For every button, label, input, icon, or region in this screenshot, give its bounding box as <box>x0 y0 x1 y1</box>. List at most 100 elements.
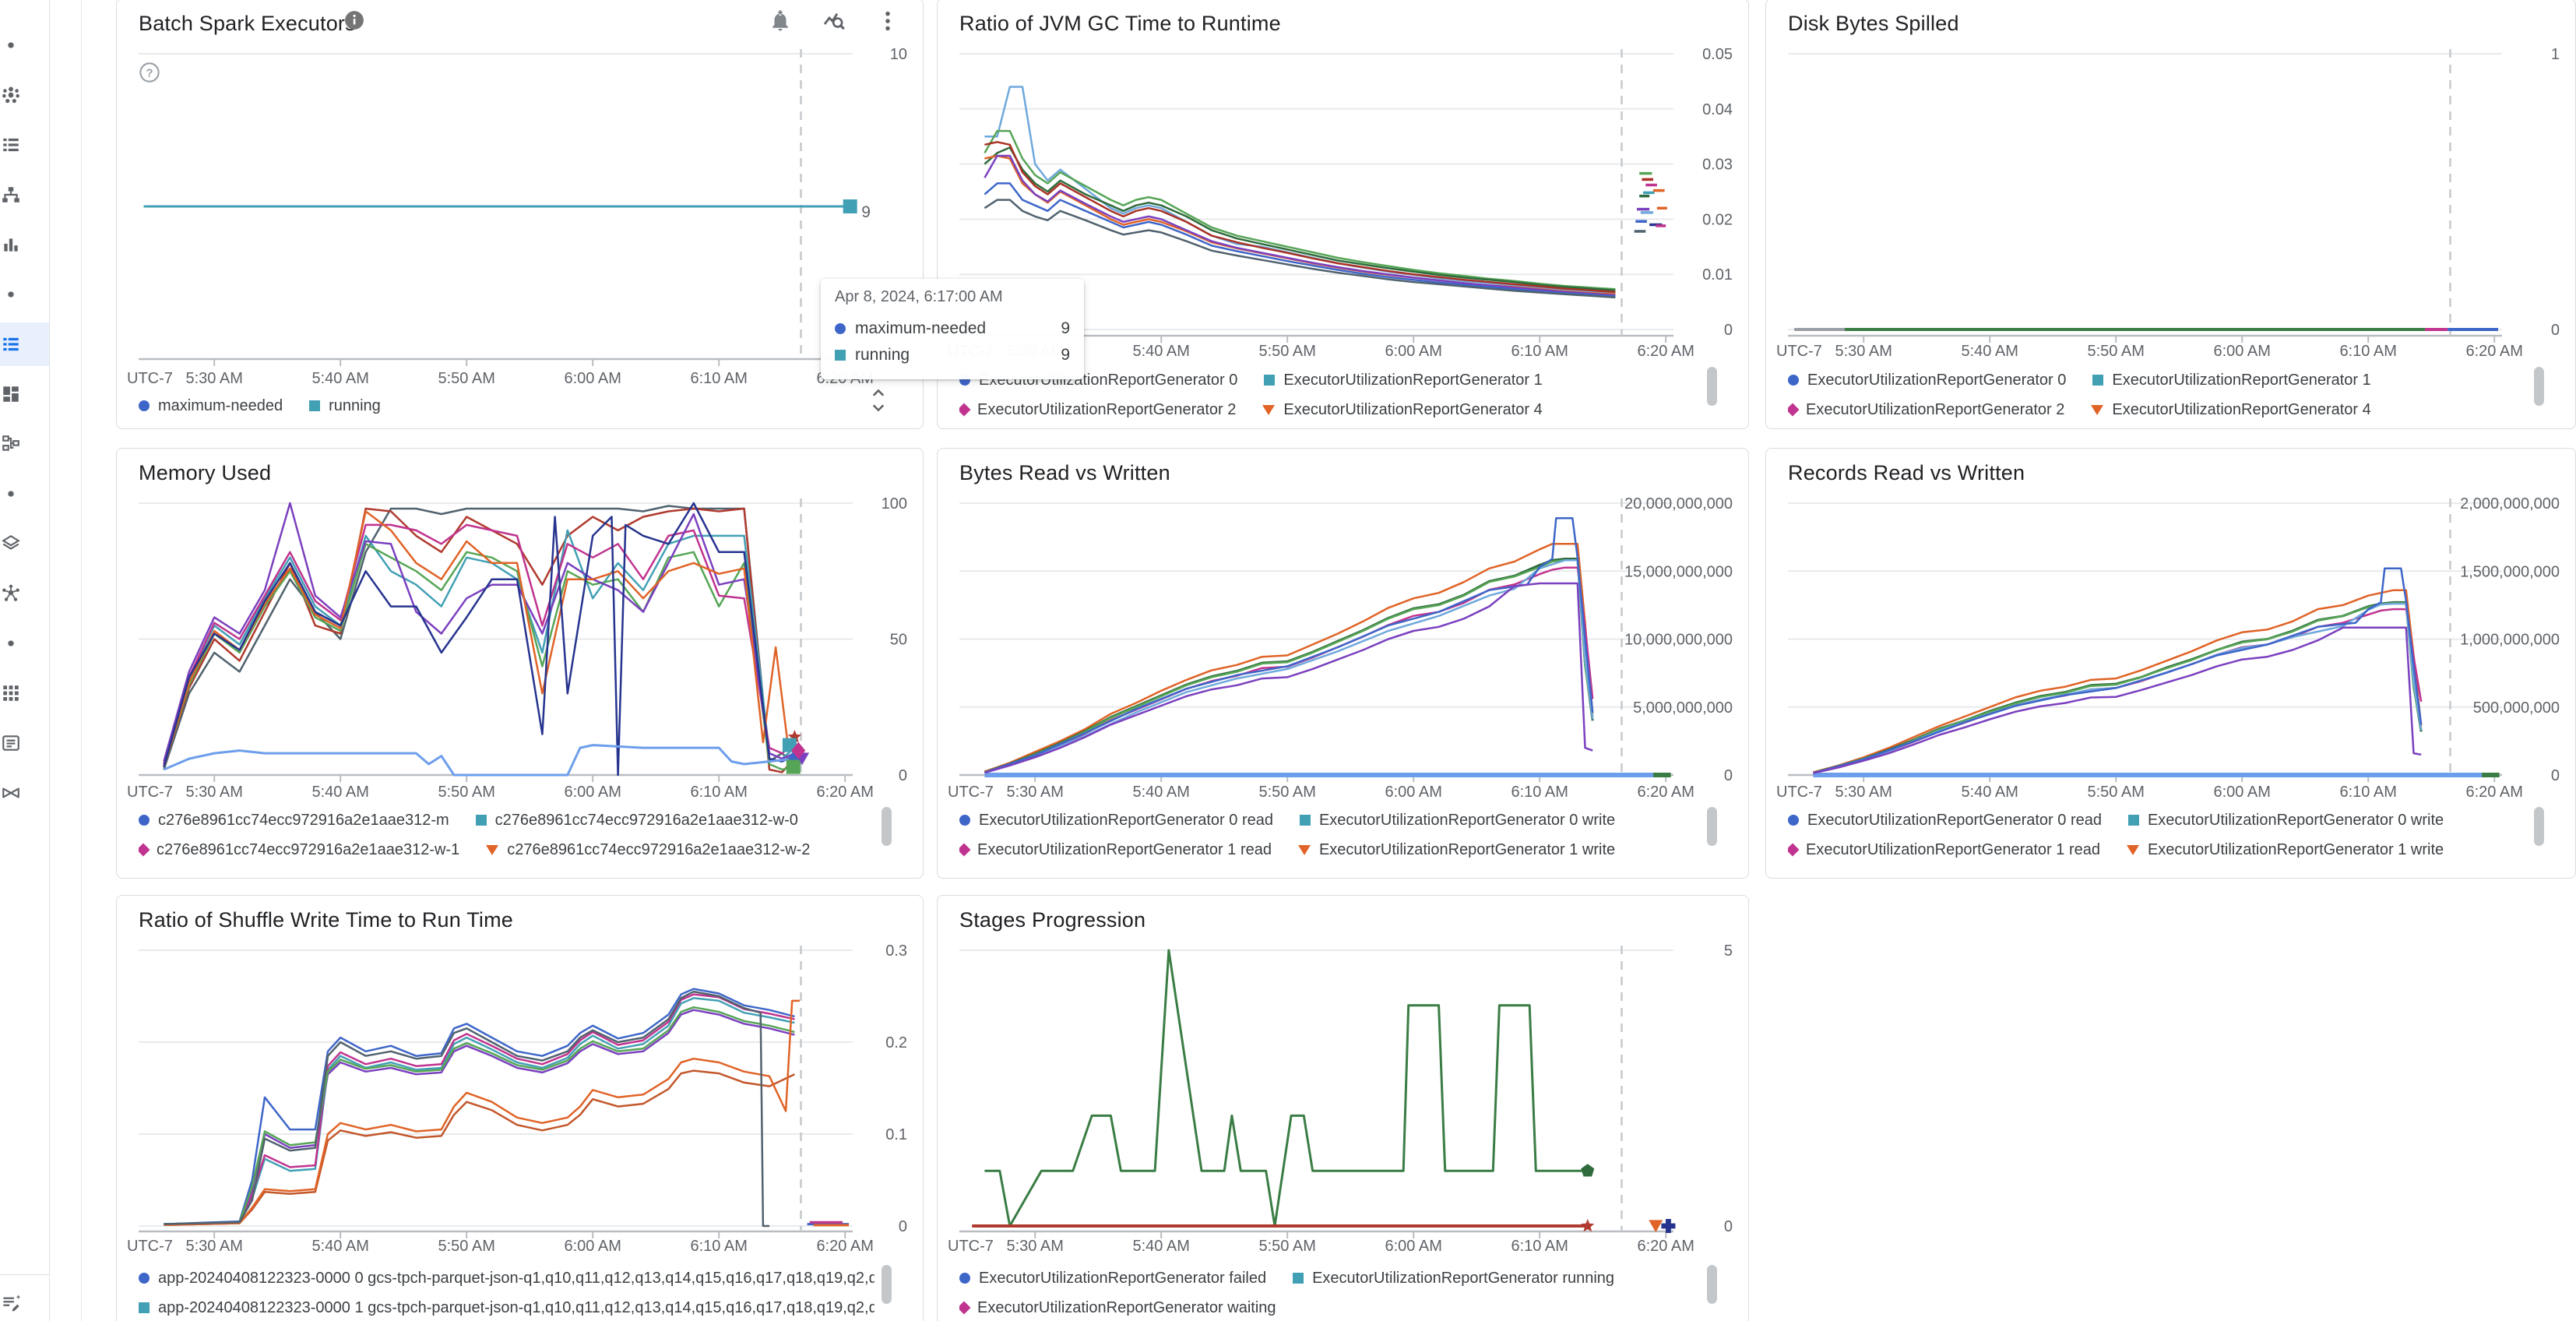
circle-marker <box>139 400 150 411</box>
legend-item[interactable]: running <box>309 397 381 415</box>
hub-icon[interactable] <box>0 569 49 618</box>
svg-text:5:50 AM: 5:50 AM <box>1259 1238 1316 1255</box>
more-vert-icon[interactable] <box>876 9 899 37</box>
legend-item[interactable]: ExecutorUtilizationReportGenerator 0 rea… <box>1788 812 2102 830</box>
legend-item[interactable]: ExecutorUtilizationReportGenerator 4 <box>1262 401 1543 419</box>
legend-item[interactable]: ExecutorUtilizationReportGenerator 1 <box>1264 372 1543 389</box>
chart-stages-progression[interactable]: 5 0 5:30 AM 5:40 AM 5:50 AM 6:00 AM 6:10 AM 6:2… <box>938 896 1748 1321</box>
expand-legend-chevrons[interactable] <box>868 384 889 421</box>
legend-item[interactable]: ExecutorUtilizationReportGenerator waiti… <box>959 1299 1276 1317</box>
panel-title: Ratio of Shuffle Write Time to Run Time <box>139 908 513 932</box>
svg-text:6:10 AM: 6:10 AM <box>1511 1238 1568 1255</box>
legend-scrollbar[interactable] <box>2534 367 2544 406</box>
legend-shuffle-write-ratio: app-20240408122323-0000 0 gcs-tpch-parqu… <box>139 1263 875 1321</box>
diamond-marker <box>959 843 971 857</box>
legend-item[interactable]: ExecutorUtilizationReportGenerator 2 <box>1788 401 2064 419</box>
panel-stages-progression: Stages Progression 5 0 5:30 AM 5:40 AM 5:50 … <box>937 895 1749 1321</box>
legend-item[interactable]: maximum-needed <box>139 397 283 415</box>
tooltip-row: running 9 <box>835 342 1070 368</box>
chart-memory-used[interactable]: 100 50 0 5:30 AM 5:40 AM 5:50 AM 6:00 AM 6:10 A… <box>117 449 923 878</box>
svg-text:5:30 AM: 5:30 AM <box>1835 343 1892 360</box>
legend-label: ExecutorUtilizationReportGenerator 0 rea… <box>979 811 1273 829</box>
legend-scrollbar[interactable] <box>882 1265 892 1304</box>
dot-icon[interactable] <box>0 618 49 668</box>
dot-icon[interactable] <box>0 20 49 70</box>
legend-scrollbar[interactable] <box>1707 807 1717 846</box>
legend-item[interactable]: ExecutorUtilizationReportGenerator 1 rea… <box>1788 841 2100 859</box>
scatter-icon[interactable] <box>0 70 49 120</box>
apps-icon[interactable] <box>0 668 49 718</box>
legend-scrollbar[interactable] <box>1707 367 1717 406</box>
legend-item[interactable]: ExecutorUtilizationReportGenerator faile… <box>959 1270 1266 1288</box>
panel-title: Records Read vs Written <box>1788 461 2025 484</box>
legend-item[interactable]: ExecutorUtilizationReportGenerator 0 <box>1788 372 2066 389</box>
svg-text:10,000,000,000: 10,000,000,000 <box>1624 632 1733 649</box>
rail-items <box>0 20 49 818</box>
list-icon[interactable] <box>0 322 49 366</box>
panel-batch-spark-executors: Batch Spark Executors ? 1085:30 AM5:40 A… <box>116 0 924 429</box>
svg-text:0.02: 0.02 <box>1702 211 1733 228</box>
bar-chart-icon[interactable] <box>0 220 49 269</box>
legend-item[interactable]: ExecutorUtilizationReportGenerator 0 wri… <box>2127 812 2444 830</box>
dashboard-icon[interactable] <box>0 369 49 419</box>
svg-text:0.1: 0.1 <box>885 1126 907 1143</box>
chart-records-read-vs-written[interactable]: 2,000,000,000 1,500,000,000 1,000,000,000 5… <box>1766 449 2575 878</box>
explore-metric-icon[interactable] <box>822 9 846 37</box>
article-icon[interactable] <box>0 718 49 768</box>
legend-item[interactable]: app-20240408122323-0000 1 gcs-tpch-parqu… <box>139 1299 875 1317</box>
legend-item[interactable]: c276e8961cc74ecc972916a2e1aae312-w-1 <box>139 841 459 859</box>
add-alert-icon[interactable] <box>769 9 792 37</box>
svg-text:50: 50 <box>890 632 907 649</box>
legend-item[interactable]: c276e8961cc74ecc972916a2e1aae312-w-0 <box>475 812 798 830</box>
legend-item[interactable]: ExecutorUtilizationReportGenerator 0 rea… <box>959 812 1273 830</box>
svg-text:1,500,000,000: 1,500,000,000 <box>2460 563 2560 580</box>
square-marker <box>1264 375 1276 386</box>
legend-scrollbar[interactable] <box>882 807 892 846</box>
legend-item[interactable]: ExecutorUtilizationReportGenerator 1 rea… <box>959 841 1272 859</box>
legend-scrollbar[interactable] <box>1707 1265 1717 1304</box>
svg-text:5:30 AM: 5:30 AM <box>186 370 243 387</box>
svg-text:6:10 AM: 6:10 AM <box>2340 784 2397 801</box>
svg-text:UTC-7: UTC-7 <box>127 784 173 801</box>
legend-item[interactable]: app-20240408122323-0000 0 gcs-tpch-parqu… <box>139 1270 875 1288</box>
chart-disk-bytes-spilled[interactable]: 1 0 5:30 AM 5:40 AM 5:50 AM 6:00 AM 6:10 AM 6:2… <box>1766 0 2575 428</box>
info-icon[interactable] <box>344 10 364 34</box>
chart-batch-spark-executors[interactable]: 1085:30 AM5:40 AM5:50 AM6:00 AM6:10 AM6:… <box>117 0 923 428</box>
triangle-down-marker <box>1262 404 1276 415</box>
svg-text:6:00 AM: 6:00 AM <box>565 784 621 801</box>
svg-text:5:50 AM: 5:50 AM <box>1259 784 1316 801</box>
catalog-icon[interactable] <box>0 768 49 818</box>
legend-item[interactable]: ExecutorUtilizationReportGenerator runni… <box>1293 1270 1614 1288</box>
legend-item[interactable]: c276e8961cc74ecc972916a2e1aae312-w-2 <box>486 841 810 859</box>
svg-text:6:00 AM: 6:00 AM <box>565 1238 621 1255</box>
legend-item[interactable]: ExecutorUtilizationReportGenerator 2 <box>959 401 1236 419</box>
edit-note-icon[interactable] <box>0 1285 49 1321</box>
legend-item[interactable]: ExecutorUtilizationReportGenerator 0 wri… <box>1299 812 1615 830</box>
help-icon[interactable]: ? <box>139 62 160 87</box>
svg-text:6:10 AM: 6:10 AM <box>691 370 748 387</box>
tooltip-row: maximum-needed 9 <box>835 315 1070 342</box>
circle-marker <box>139 815 150 826</box>
tooltip-rows: maximum-needed 9 running 9 <box>835 315 1070 368</box>
dot-icon[interactable] <box>0 269 49 319</box>
chart-bytes-read-vs-written[interactable]: 20,000,000,000 15,000,000,000 10,000,000,0… <box>938 449 1748 878</box>
legend-scrollbar[interactable] <box>2534 807 2544 846</box>
chart-shuffle-write-ratio[interactable]: 0.3 0.2 0.1 0 5:30 AM 5:40 AM 5:50 AM 6:00 AM 6:… <box>117 896 923 1321</box>
account-tree-icon[interactable] <box>0 170 49 220</box>
toc-icon[interactable] <box>0 120 49 170</box>
square-marker <box>475 815 487 826</box>
legend-item[interactable]: ExecutorUtilizationReportGenerator 1 <box>2092 372 2371 389</box>
dot-icon[interactable] <box>0 469 49 519</box>
panel-shuffle-write-ratio: Ratio of Shuffle Write Time to Run Time … <box>116 895 924 1321</box>
legend-item[interactable]: ExecutorUtilizationReportGenerator 1 wri… <box>2126 841 2444 859</box>
legend-item[interactable]: ExecutorUtilizationReportGenerator 4 <box>2091 401 2371 419</box>
layers-icon[interactable] <box>0 519 49 569</box>
svg-text:5,000,000,000: 5,000,000,000 <box>1633 699 1733 717</box>
svg-text:5:50 AM: 5:50 AM <box>1259 343 1316 360</box>
svg-text:0: 0 <box>2551 767 2560 784</box>
svg-text:6:00 AM: 6:00 AM <box>1385 784 1442 801</box>
schema-icon[interactable] <box>0 419 49 469</box>
legend-item[interactable]: ExecutorUtilizationReportGenerator 1 wri… <box>1297 841 1615 859</box>
legend-item[interactable]: c276e8961cc74ecc972916a2e1aae312-m <box>139 812 449 830</box>
